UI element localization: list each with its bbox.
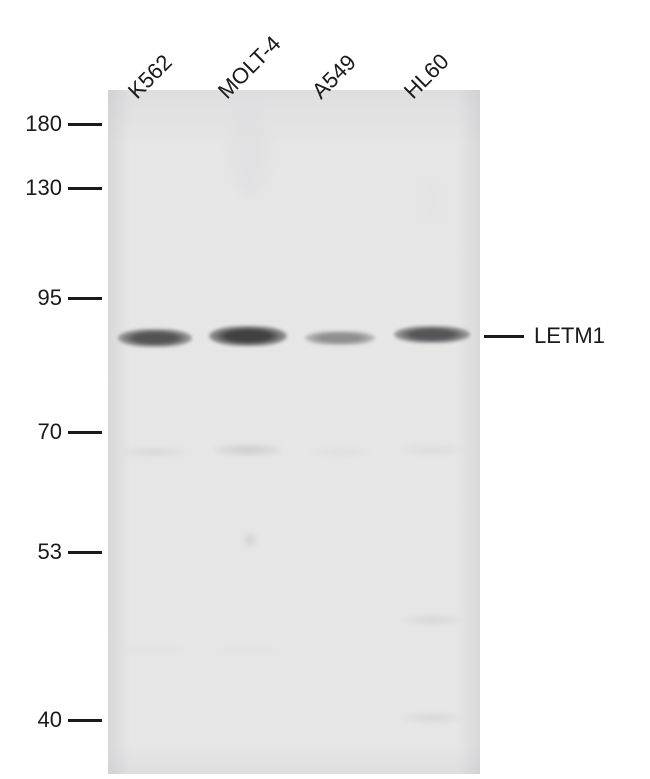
target-indicator-tick xyxy=(484,335,524,338)
mw-marker-label: 180 xyxy=(0,111,62,137)
mw-marker-label: 53 xyxy=(0,539,62,565)
faint-band xyxy=(401,615,463,625)
faint-band xyxy=(123,447,187,457)
blot-membrane xyxy=(108,90,480,774)
background-noise xyxy=(230,105,270,195)
faint-band xyxy=(400,445,464,455)
mw-marker-tick xyxy=(68,719,102,722)
mw-marker-label: 40 xyxy=(0,707,62,733)
mw-marker-label: 70 xyxy=(0,419,62,445)
faint-band xyxy=(214,444,282,456)
faint-band xyxy=(125,646,185,654)
western-blot-figure: K562MOLT-4A549HL60 18013095705340 LETM1 xyxy=(0,0,650,779)
background-noise xyxy=(415,175,445,225)
mw-marker-tick xyxy=(68,297,102,300)
faint-band xyxy=(218,646,278,654)
background-noise xyxy=(247,537,253,543)
mw-marker-tick xyxy=(68,123,102,126)
mw-marker-tick xyxy=(68,551,102,554)
mw-marker-label: 95 xyxy=(0,285,62,311)
protein-band xyxy=(394,326,470,343)
mw-marker-tick xyxy=(68,431,102,434)
protein-band xyxy=(305,331,375,345)
protein-band xyxy=(118,329,192,347)
mw-marker-tick xyxy=(68,187,102,190)
mw-marker-label: 130 xyxy=(0,175,62,201)
target-protein-label: LETM1 xyxy=(534,323,605,349)
faint-band xyxy=(310,448,370,456)
faint-band xyxy=(401,713,463,723)
protein-band xyxy=(209,326,287,346)
